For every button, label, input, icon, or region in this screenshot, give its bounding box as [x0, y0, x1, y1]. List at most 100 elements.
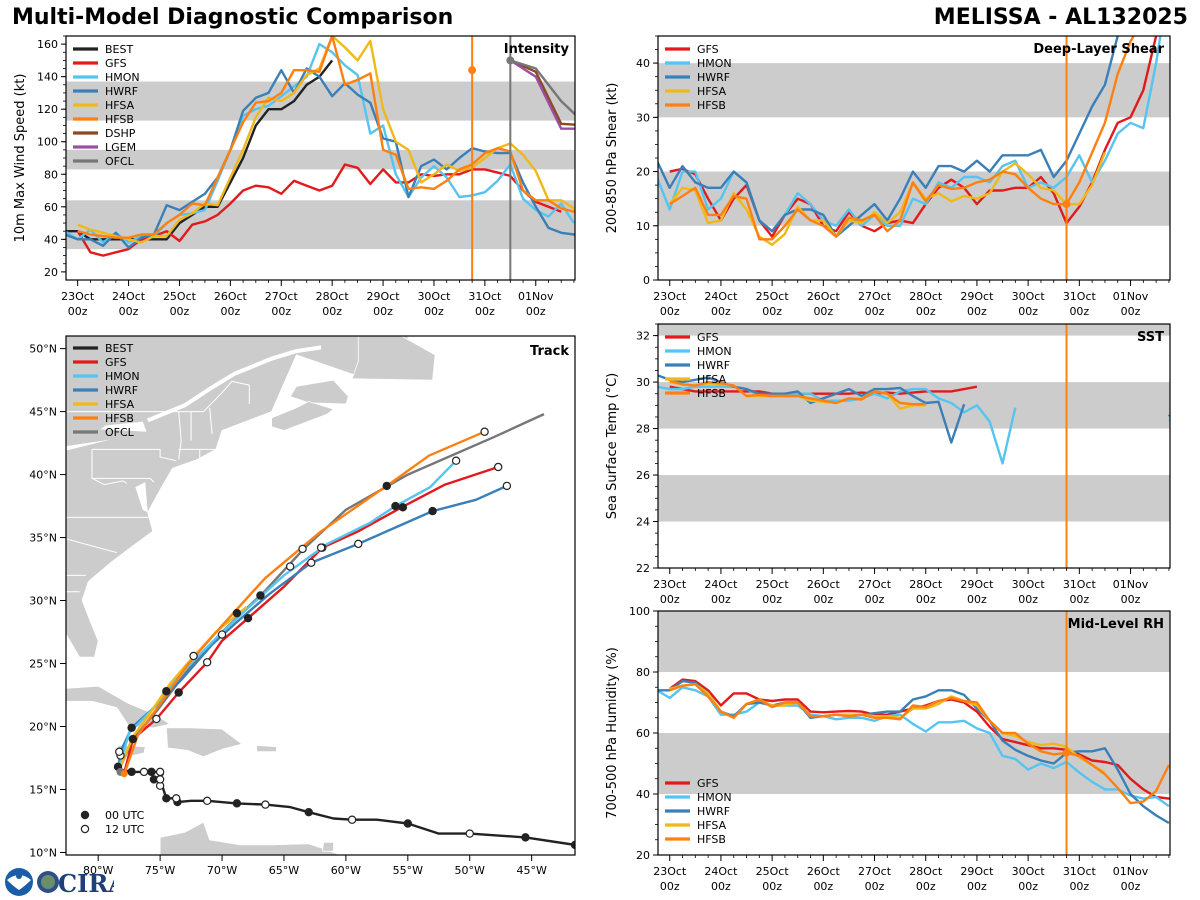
track-marker-12utc [298, 544, 307, 554]
x-tick-label-time: 00z [865, 305, 885, 318]
panel-title: Mid-Level RH [1068, 617, 1164, 632]
nova-scotia-land [271, 401, 335, 431]
y-tick-label: 0 [643, 274, 650, 287]
legend-label-lgem: LGEM [105, 141, 136, 154]
x-tick-label: 30Oct [1012, 290, 1046, 303]
y-tick-label: 26 [636, 469, 650, 482]
x-tick-label-time: 00z [475, 305, 495, 318]
series-line-hfsa [77, 36, 575, 244]
track-lines [113, 413, 575, 850]
x-tick-label-time: 00z [373, 305, 393, 318]
puerto-rico-land [256, 744, 277, 753]
track-marker-00utc [521, 833, 530, 842]
y-tick-label: 100 [37, 136, 58, 149]
x-tick-label-time: 00z [711, 305, 731, 318]
track-marker-00utc [147, 767, 156, 777]
x-tick-label-time: 00z [1069, 305, 1089, 318]
land-masses [66, 336, 436, 855]
y-tick-label: 50°N [29, 343, 57, 356]
legend-label-gfs: GFS [697, 777, 719, 790]
x-tick-label: 26Oct [807, 290, 841, 303]
hfsb-init-marker [1062, 200, 1071, 209]
track-marker-00utc [232, 799, 242, 808]
track-marker-12utc [189, 651, 198, 661]
legend-label-hfsa: HFSA [697, 819, 727, 832]
x-tick-label-time: 00z [1018, 880, 1038, 893]
x-tick-label-time: 00z [865, 880, 885, 893]
x-tick-label: 23Oct [653, 290, 687, 303]
x-tick-label-time: 00z [1018, 593, 1038, 606]
x-tick-label: 25Oct [163, 290, 197, 303]
x-tick-label: 30Oct [1012, 865, 1046, 878]
legend-label-hfsb: HFSB [105, 113, 134, 126]
panel-title: SST [1137, 330, 1164, 345]
track-marker-12utc [465, 829, 474, 838]
x-tick-label: 25Oct [756, 865, 790, 878]
x-tick-label: 23Oct [61, 290, 95, 303]
x-tick-label: 65°W [269, 864, 299, 877]
y-tick-label: 100 [629, 605, 650, 618]
panel-title: Deep-Layer Shear [1033, 42, 1164, 57]
legend-label-best: BEST [105, 342, 133, 355]
legend-label-gfs: GFS [105, 57, 127, 70]
x-tick-label-time: 00z [865, 593, 885, 606]
track-marker-00utc [398, 503, 408, 512]
legend-label-hmon: HMON [697, 57, 732, 70]
legend-label-gfs: GFS [697, 331, 719, 344]
x-tick-label: 60°W [331, 864, 361, 877]
track-marker-12utc [307, 558, 316, 567]
series-line-hmon [658, 385, 1017, 465]
x-tick-label-time: 00z [660, 880, 680, 893]
track-marker-00utc [391, 501, 400, 511]
panel-intensity: 20 40 60 80 100 120 140 160 10m Max Wind Speed (… [13, 35, 576, 318]
y-tick-label: 22 [636, 562, 650, 575]
plot-frame [65, 335, 576, 856]
x-tick-label: 80°W [83, 864, 113, 877]
x-tick-label: 28Oct [909, 290, 943, 303]
track-marker-00utc [382, 481, 391, 491]
st-lawrence-river [146, 345, 322, 423]
y-tick-label: 120 [37, 103, 58, 116]
x-tick-label: 26Oct [807, 865, 841, 878]
x-tick-label-time: 00z [322, 305, 342, 318]
legend-label-dshp: DSHP [105, 127, 136, 140]
track-marker-00utc [127, 767, 136, 777]
x-tick-label: 29Oct [367, 290, 401, 303]
track-marker-12utc [217, 630, 227, 639]
series-line-hfsb [669, 379, 926, 406]
x-tick-label: 24Oct [704, 865, 738, 878]
x-tick-label-time: 00z [916, 593, 936, 606]
panel-title: Intensity [504, 42, 570, 57]
lake-ontario [100, 421, 147, 432]
y-tick-label: 30°N [29, 595, 57, 608]
legend-label-hfsb: HFSB [697, 387, 726, 400]
x-tick-label-time: 00z [967, 880, 987, 893]
x-tick-label: 31Oct [1063, 578, 1097, 591]
legend-marker-12utc [80, 824, 90, 834]
track-marker-12utc [347, 815, 357, 824]
x-tick-label: 24Oct [704, 578, 738, 591]
south-america-land [159, 821, 340, 855]
track-line-best [116, 751, 575, 847]
legend-label-hwrf: HWRF [697, 71, 730, 84]
cira-noaa-logo: CIRA [5, 868, 114, 898]
x-tick-label-time: 00z [271, 305, 291, 318]
x-tick-label-time: 00z [762, 305, 782, 318]
y-tick-label: 160 [37, 38, 58, 51]
x-tick-label-time: 00z [170, 305, 190, 318]
track-marker-00utc [128, 734, 138, 744]
track-line-ofcl [118, 413, 545, 770]
track-marker-00utc [256, 591, 265, 600]
legend-label-hfsa: HFSA [697, 85, 727, 98]
x-tick-label-time: 00z [711, 880, 731, 893]
x-tick-label: 50°W [455, 864, 485, 877]
track-marker-12utc [494, 462, 503, 472]
x-tick-label-time: 00z [220, 305, 240, 318]
legend-label-utc: 00 UTC [105, 809, 145, 822]
x-tick-label: 01Nov [518, 290, 554, 303]
hfsb-init-marker [1062, 748, 1071, 757]
x-tick-label: 29Oct [960, 865, 994, 878]
legend-label-hwrf: HWRF [697, 805, 730, 818]
y-axis-label: 700-500 hPa Humidity (%) [605, 647, 620, 819]
